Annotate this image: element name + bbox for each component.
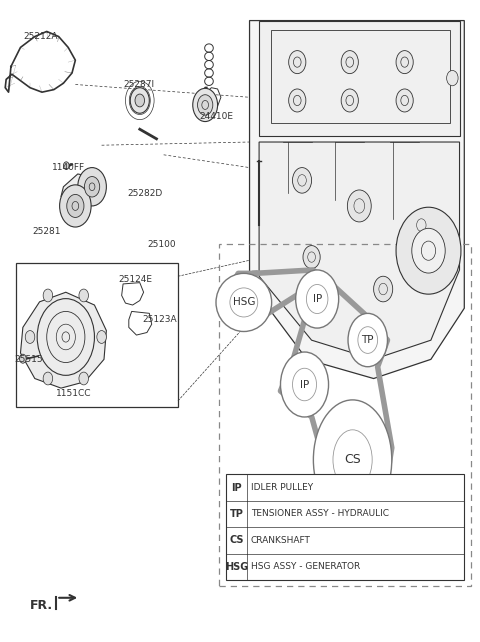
Circle shape xyxy=(303,246,320,268)
Text: 25282D: 25282D xyxy=(128,189,163,198)
Text: 25124E: 25124E xyxy=(118,275,152,284)
Circle shape xyxy=(348,190,371,222)
Text: TENSIONER ASSY - HYDRAULIC: TENSIONER ASSY - HYDRAULIC xyxy=(251,510,389,519)
Circle shape xyxy=(43,372,53,385)
Polygon shape xyxy=(259,142,459,360)
Circle shape xyxy=(396,51,413,74)
Text: 25287I: 25287I xyxy=(123,80,154,89)
Circle shape xyxy=(63,162,69,169)
Bar xyxy=(218,245,471,586)
Text: 25100: 25100 xyxy=(147,240,176,249)
Polygon shape xyxy=(21,292,107,388)
Circle shape xyxy=(20,354,26,363)
Circle shape xyxy=(288,89,306,112)
Circle shape xyxy=(411,211,432,239)
Text: HSG: HSG xyxy=(225,562,248,572)
Ellipse shape xyxy=(348,313,387,367)
Text: 24410E: 24410E xyxy=(199,112,233,121)
Circle shape xyxy=(341,51,359,74)
Polygon shape xyxy=(259,21,459,135)
Circle shape xyxy=(198,95,213,115)
Circle shape xyxy=(43,289,53,302)
Text: FR.: FR. xyxy=(30,599,53,612)
Text: 25123A: 25123A xyxy=(142,315,177,324)
Circle shape xyxy=(373,276,393,302)
Text: IP: IP xyxy=(312,294,322,304)
Bar xyxy=(226,474,464,580)
Text: IDLER PULLEY: IDLER PULLEY xyxy=(251,483,313,492)
Circle shape xyxy=(60,185,91,227)
Circle shape xyxy=(78,168,107,206)
Text: IP: IP xyxy=(300,379,309,390)
Polygon shape xyxy=(61,174,102,209)
Circle shape xyxy=(79,289,88,302)
Circle shape xyxy=(288,51,306,74)
Polygon shape xyxy=(250,21,464,379)
Circle shape xyxy=(341,89,359,112)
Text: 25515: 25515 xyxy=(15,355,43,364)
Text: 25212A: 25212A xyxy=(23,32,58,41)
Text: 1151CC: 1151CC xyxy=(56,389,92,398)
Text: HSG: HSG xyxy=(233,297,255,308)
Text: CRANKSHAFT: CRANKSHAFT xyxy=(251,536,311,545)
Ellipse shape xyxy=(313,400,392,519)
Text: HSG ASSY - GENERATOR: HSG ASSY - GENERATOR xyxy=(251,562,360,571)
Circle shape xyxy=(84,177,100,197)
Circle shape xyxy=(79,372,88,385)
Text: TP: TP xyxy=(361,335,374,345)
Text: 25281: 25281 xyxy=(33,227,61,236)
Circle shape xyxy=(130,88,149,113)
Circle shape xyxy=(412,229,445,273)
Ellipse shape xyxy=(280,352,328,417)
Circle shape xyxy=(135,94,144,107)
Circle shape xyxy=(446,71,458,86)
Ellipse shape xyxy=(296,270,339,328)
Circle shape xyxy=(292,168,312,193)
Circle shape xyxy=(396,207,461,294)
Text: 1140FF: 1140FF xyxy=(51,163,84,172)
Text: CS: CS xyxy=(344,453,361,466)
Circle shape xyxy=(67,195,84,218)
Text: TP: TP xyxy=(229,509,243,519)
Circle shape xyxy=(25,331,35,343)
Circle shape xyxy=(193,89,217,121)
Text: CS: CS xyxy=(229,535,244,545)
Bar xyxy=(16,263,178,407)
Bar xyxy=(271,30,450,123)
Text: IP: IP xyxy=(231,483,242,492)
Circle shape xyxy=(396,89,413,112)
Circle shape xyxy=(97,331,107,343)
Ellipse shape xyxy=(216,273,272,331)
